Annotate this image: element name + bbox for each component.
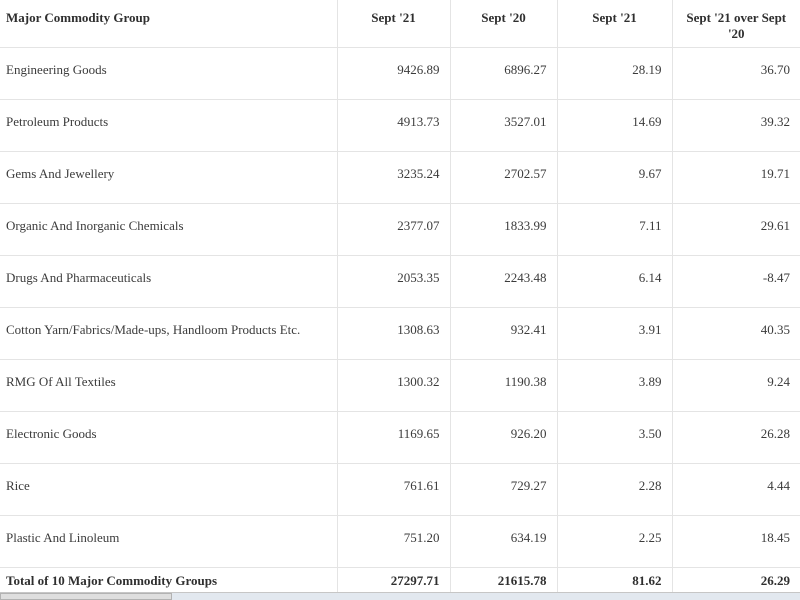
commodity-name-cell: Organic And Inorganic Chemicals xyxy=(0,203,337,256)
table-row: Petroleum Products 4913.73 3527.01 14.69 39.… xyxy=(0,99,800,152)
commodity-name-cell: Cotton Yarn/Fabrics/Made-ups, Handloom P… xyxy=(0,307,337,360)
value-cell: 3235.24 xyxy=(336,151,450,204)
value-cell: 2053.35 xyxy=(336,255,450,308)
column-header-sept-21-share: Sept '21 xyxy=(556,0,672,48)
value-cell: 40.35 xyxy=(671,307,800,360)
value-cell: 6.14 xyxy=(556,255,672,308)
commodity-name-cell: Gems And Jewellery xyxy=(0,151,337,204)
value-cell: -8.47 xyxy=(671,255,800,308)
table-row: Electronic Goods 1169.65 926.20 3.50 26.28 xyxy=(0,411,800,464)
total-label-cell: Total of 10 Major Commodity Groups xyxy=(0,567,337,593)
column-header-sept-20-value: Sept '20 xyxy=(449,0,557,48)
table-footer: Total of 10 Major Commodity Groups 27297… xyxy=(0,567,800,593)
table-row: RMG Of All Textiles 1300.32 1190.38 3.89 9.2… xyxy=(0,359,800,412)
commodity-name-cell: Petroleum Products xyxy=(0,99,337,152)
value-cell: 1169.65 xyxy=(336,411,450,464)
column-header-sept-21-value: Sept '21 xyxy=(336,0,450,48)
table-row: Gems And Jewellery 3235.24 2702.57 9.67 19.7… xyxy=(0,151,800,204)
value-cell: 9.24 xyxy=(671,359,800,412)
commodity-name-cell: Rice xyxy=(0,463,337,516)
value-cell: 28.19 xyxy=(556,47,672,100)
total-row: Total of 10 Major Commodity Groups 27297… xyxy=(0,567,800,593)
header-row: Major Commodity Group Sept '21 Sept '20 … xyxy=(0,0,800,48)
total-growth-cell: 26.29 xyxy=(671,567,800,593)
value-cell: 2.28 xyxy=(556,463,672,516)
commodity-name-cell: RMG Of All Textiles xyxy=(0,359,337,412)
value-cell: 2.25 xyxy=(556,515,672,568)
value-cell: 761.61 xyxy=(336,463,450,516)
value-cell: 39.32 xyxy=(671,99,800,152)
value-cell: 751.20 xyxy=(336,515,450,568)
column-header-major-commodity-group: Major Commodity Group xyxy=(0,0,337,48)
table-body: Engineering Goods 9426.89 6896.27 28.19 36.7… xyxy=(0,47,800,568)
value-cell: 9.67 xyxy=(556,151,672,204)
total-sept-20-value-cell: 21615.78 xyxy=(449,567,557,593)
value-cell: 4.44 xyxy=(671,463,800,516)
horizontal-scrollbar[interactable] xyxy=(0,593,800,600)
value-cell: 1308.63 xyxy=(336,307,450,360)
value-cell: 3527.01 xyxy=(449,99,557,152)
total-sept-21-share-cell: 81.62 xyxy=(556,567,672,593)
value-cell: 18.45 xyxy=(671,515,800,568)
value-cell: 3.89 xyxy=(556,359,672,412)
value-cell: 26.28 xyxy=(671,411,800,464)
value-cell: 3.50 xyxy=(556,411,672,464)
value-cell: 29.61 xyxy=(671,203,800,256)
table-row: Rice 761.61 729.27 2.28 4.44 xyxy=(0,463,800,516)
table-row: Cotton Yarn/Fabrics/Made-ups, Handloom P… xyxy=(0,307,800,360)
value-cell: 1300.32 xyxy=(336,359,450,412)
value-cell: 14.69 xyxy=(556,99,672,152)
total-sept-21-value-cell: 27297.71 xyxy=(336,567,450,593)
value-cell: 634.19 xyxy=(449,515,557,568)
commodity-name-cell: Drugs And Pharmaceuticals xyxy=(0,255,337,308)
column-header-sept-21-over-sept-20: Sept '21 over Sept '20 xyxy=(671,0,800,48)
value-cell: 932.41 xyxy=(449,307,557,360)
value-cell: 2702.57 xyxy=(449,151,557,204)
commodity-name-cell: Plastic And Linoleum xyxy=(0,515,337,568)
value-cell: 1190.38 xyxy=(449,359,557,412)
table-row: Plastic And Linoleum 751.20 634.19 2.25 18.4… xyxy=(0,515,800,568)
value-cell: 6896.27 xyxy=(449,47,557,100)
table-row: Engineering Goods 9426.89 6896.27 28.19 36.7… xyxy=(0,47,800,100)
value-cell: 2377.07 xyxy=(336,203,450,256)
value-cell: 9426.89 xyxy=(336,47,450,100)
value-cell: 36.70 xyxy=(671,47,800,100)
value-cell: 729.27 xyxy=(449,463,557,516)
value-cell: 4913.73 xyxy=(336,99,450,152)
table-row: Drugs And Pharmaceuticals 2053.35 2243.48 6… xyxy=(0,255,800,308)
commodity-name-cell: Engineering Goods xyxy=(0,47,337,100)
value-cell: 19.71 xyxy=(671,151,800,204)
table-row: Organic And Inorganic Chemicals 2377.07 18… xyxy=(0,203,800,256)
table-header: Major Commodity Group Sept '21 Sept '20 … xyxy=(0,0,800,48)
value-cell: 2243.48 xyxy=(449,255,557,308)
horizontal-scrollbar-thumb[interactable] xyxy=(0,593,172,600)
value-cell: 926.20 xyxy=(449,411,557,464)
value-cell: 7.11 xyxy=(556,203,672,256)
value-cell: 1833.99 xyxy=(449,203,557,256)
value-cell: 3.91 xyxy=(556,307,672,360)
commodity-name-cell: Electronic Goods xyxy=(0,411,337,464)
